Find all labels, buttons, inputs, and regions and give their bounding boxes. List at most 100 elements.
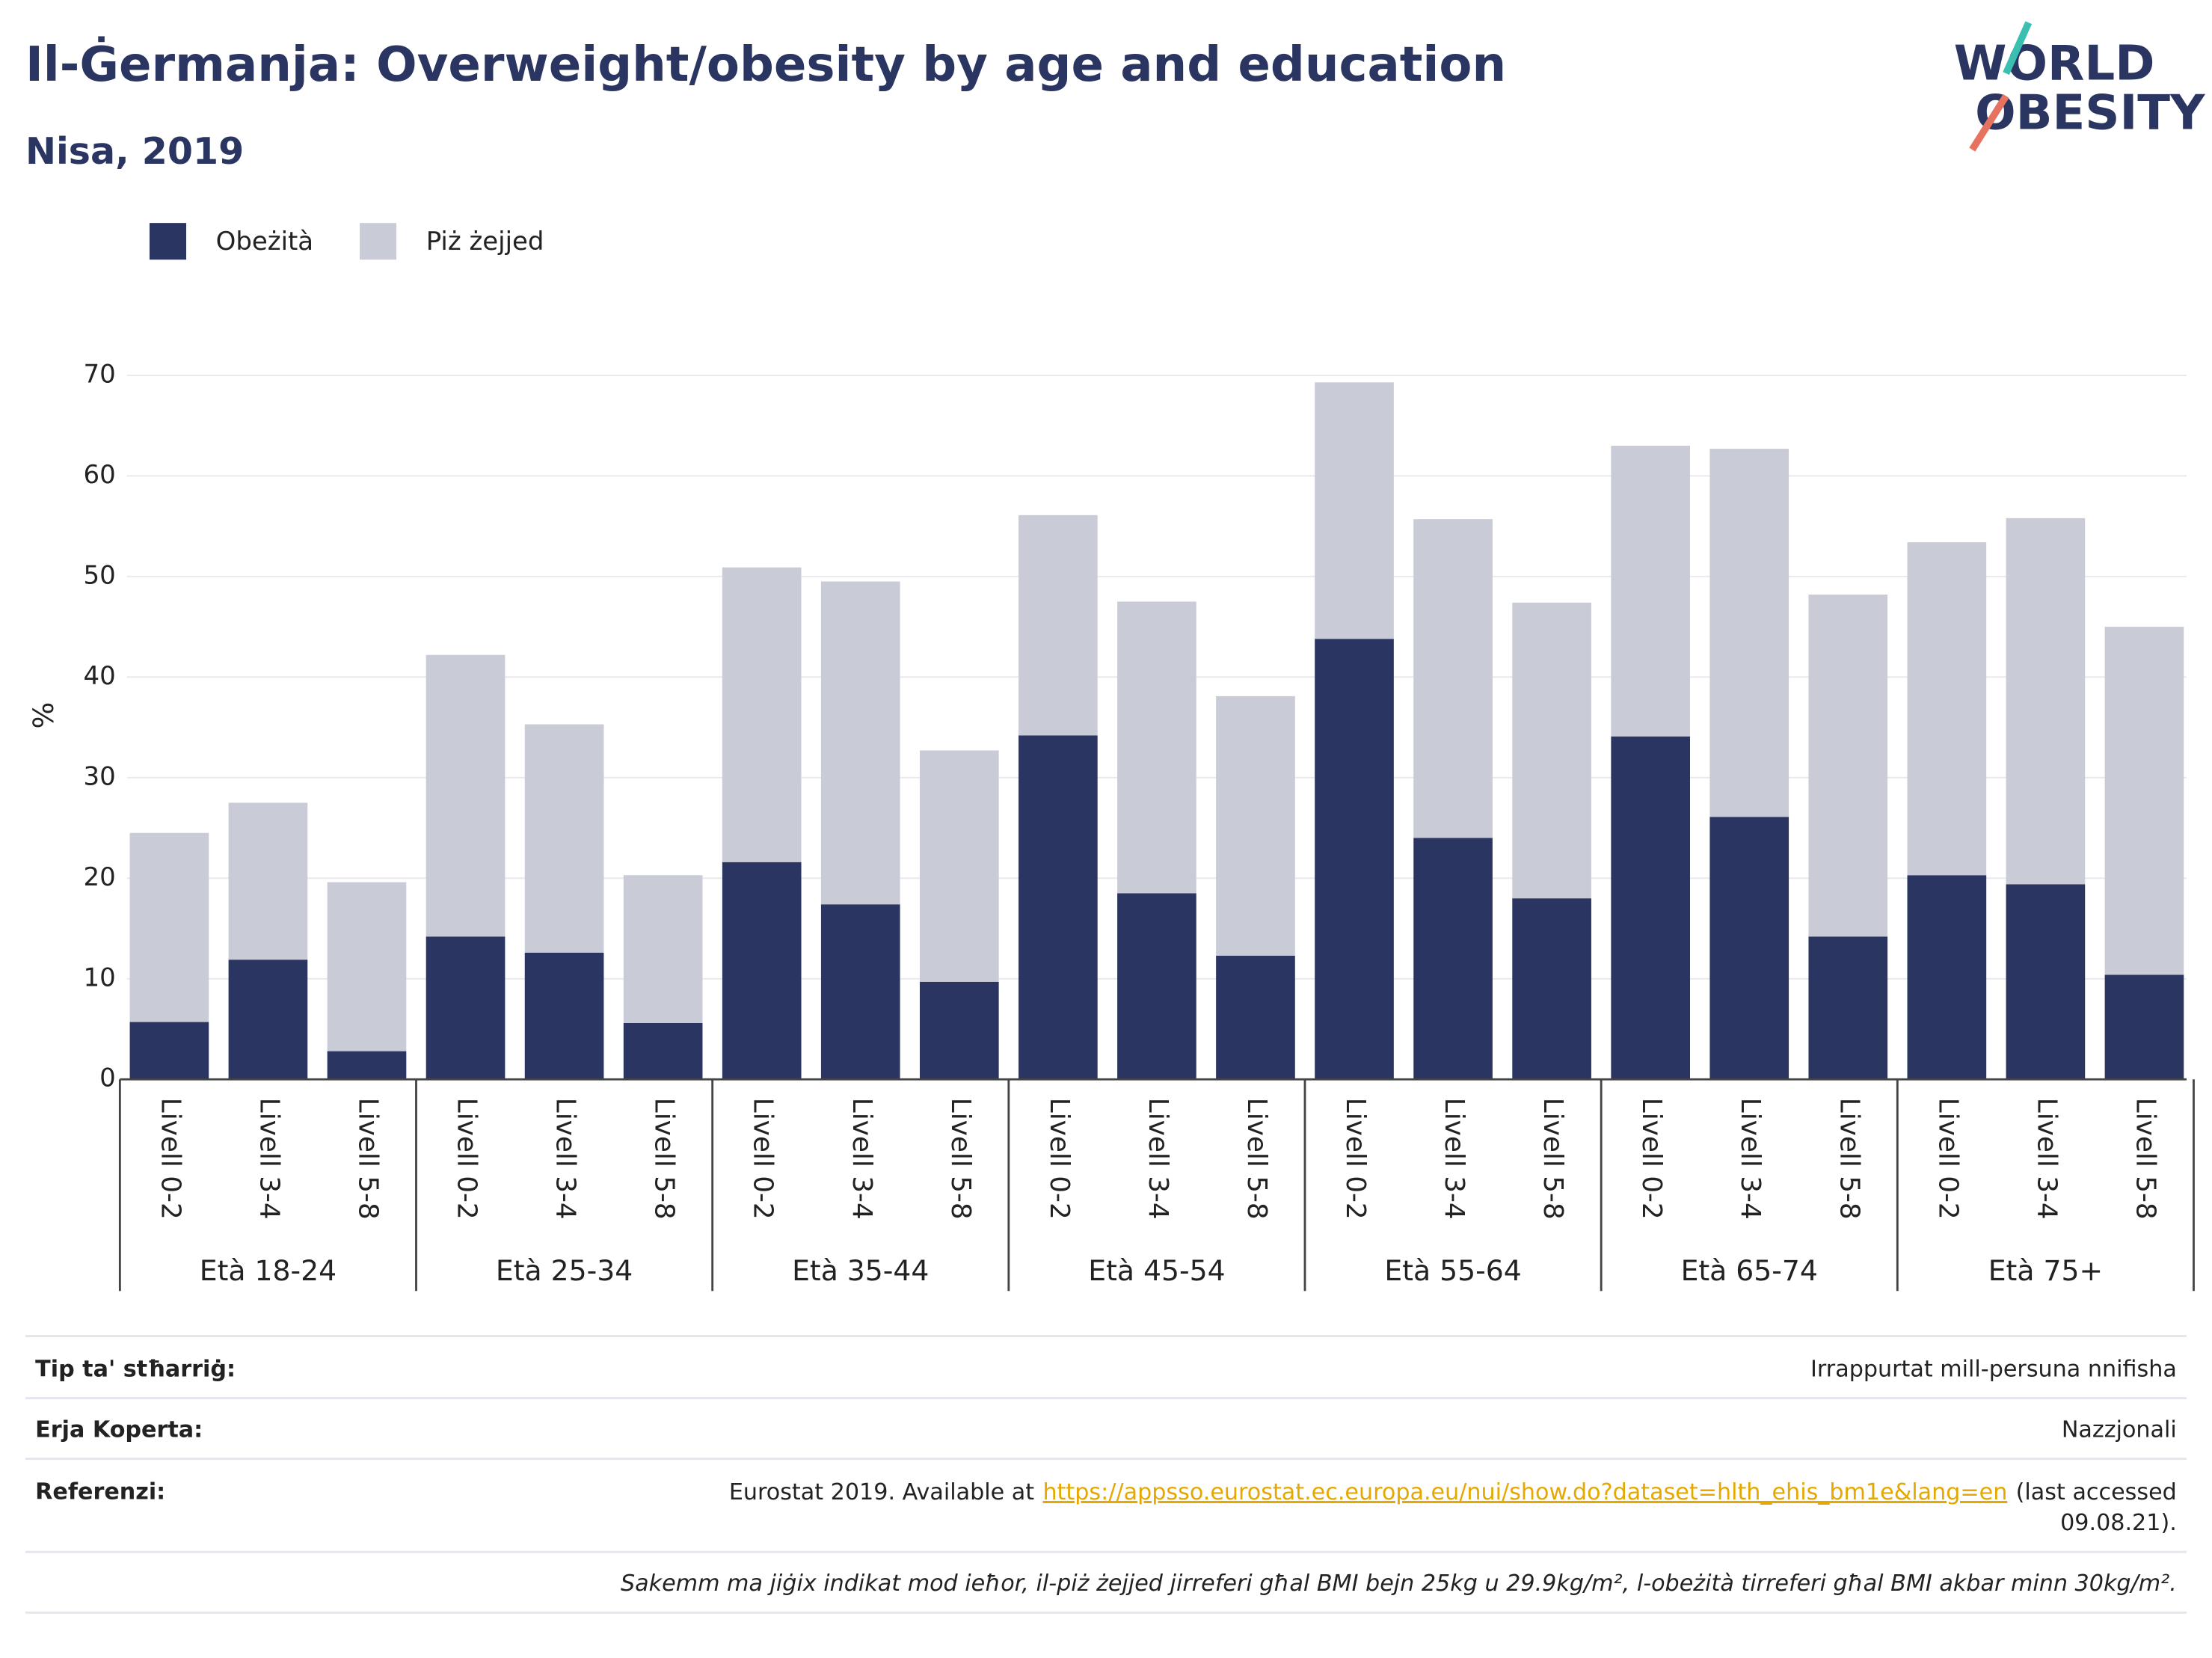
bar-segment bbox=[1413, 519, 1493, 838]
bar-segment bbox=[327, 882, 407, 1051]
x-tick-label: Livell 5-8 bbox=[945, 1098, 976, 1220]
bar-segment bbox=[1709, 449, 1789, 817]
group-label: Età 35-44 bbox=[792, 1254, 929, 1287]
group-label: Età 75+ bbox=[1988, 1254, 2103, 1287]
bar-segment bbox=[129, 832, 209, 1022]
group-label: Età 25-34 bbox=[496, 1254, 633, 1287]
bar-segment bbox=[1019, 515, 1098, 736]
chart-title: Il-Ġermanja: Overweight/obesity by age a… bbox=[25, 36, 1506, 93]
x-tick-label: Livell 5-8 bbox=[649, 1098, 680, 1220]
bar-segment bbox=[1611, 736, 1691, 1080]
footer-reference: Eurostat 2019. Available at https://appss… bbox=[729, 1479, 2177, 1505]
x-tick-label: Livell 3-4 bbox=[1439, 1098, 1469, 1220]
y-tick-label: 40 bbox=[84, 661, 116, 691]
bar-segment bbox=[1808, 936, 1888, 1080]
footer-value: Nazzjonali bbox=[2062, 1416, 2177, 1443]
x-tick-label: Livell 3-4 bbox=[254, 1098, 284, 1220]
logo-slash bbox=[2003, 21, 2033, 76]
reference-link[interactable]: https://appsso.eurostat.ec.europa.eu/nui… bbox=[1042, 1479, 2007, 1505]
x-tick-label: Livell 0-2 bbox=[1340, 1098, 1371, 1220]
bar-segment bbox=[1216, 696, 1295, 956]
footer-value: Irrappurtat mill-persuna nnifisha bbox=[1810, 1356, 2177, 1382]
legend-label: Obeżità bbox=[216, 227, 313, 257]
legend-swatch bbox=[360, 223, 397, 260]
y-tick-label: 50 bbox=[84, 560, 116, 590]
y-tick-label: 70 bbox=[84, 359, 116, 389]
bar-segment bbox=[1216, 955, 1295, 1080]
bar-segment bbox=[1907, 875, 1987, 1080]
bar-segment bbox=[524, 724, 604, 953]
x-tick-label: Livell 5-8 bbox=[1834, 1098, 1864, 1220]
x-tick-label: Livell 5-8 bbox=[1241, 1098, 1272, 1220]
bar-segment bbox=[1611, 446, 1691, 737]
bar-segment bbox=[919, 981, 999, 1080]
x-tick-label: Livell 0-2 bbox=[1932, 1098, 1963, 1220]
bar-segment bbox=[722, 567, 802, 862]
bar-segment bbox=[1117, 601, 1196, 894]
y-tick-label: 10 bbox=[84, 962, 116, 992]
group-label: Età 45-54 bbox=[1088, 1254, 1225, 1287]
x-tick-label: Livell 0-2 bbox=[452, 1098, 482, 1220]
legend-swatch bbox=[149, 223, 187, 260]
group-label: Età 18-24 bbox=[200, 1254, 337, 1287]
bar-segment bbox=[2006, 518, 2086, 885]
bar-segment bbox=[1117, 893, 1196, 1080]
bar-segment bbox=[228, 802, 308, 960]
bar-segment bbox=[2006, 884, 2086, 1080]
footer-label: Referenzi: bbox=[35, 1479, 165, 1505]
group-label: Età 55-64 bbox=[1384, 1254, 1521, 1287]
footer-reference: 09.08.21). bbox=[2060, 1510, 2177, 1536]
x-tick-label: Livell 0-2 bbox=[155, 1098, 185, 1220]
y-tick-label: 30 bbox=[84, 761, 116, 791]
bar-segment bbox=[1315, 639, 1394, 1080]
legend-label: Piż żejjed bbox=[426, 227, 544, 257]
x-tick-label: Livell 3-4 bbox=[1735, 1098, 1766, 1220]
bar-segment bbox=[524, 952, 604, 1080]
logo-line: OBESITY bbox=[1975, 85, 2206, 141]
y-tick-label: 60 bbox=[84, 460, 116, 490]
chart-subtitle: Nisa, 2019 bbox=[25, 129, 244, 173]
group-label: Età 65-74 bbox=[1681, 1254, 1818, 1287]
footer-note: Sakemm ma jiġix indikat mod ieħor, il-pi… bbox=[621, 1571, 2177, 1597]
bar-segment bbox=[1019, 735, 1098, 1080]
x-tick-label: Livell 0-2 bbox=[1044, 1098, 1075, 1220]
y-axis-label: % bbox=[27, 702, 60, 729]
bar-segment bbox=[919, 750, 999, 982]
reference-text: Eurostat 2019. Available at bbox=[729, 1479, 1034, 1505]
x-tick-label: Livell 5-8 bbox=[352, 1098, 383, 1220]
bar-segment bbox=[1315, 382, 1394, 639]
y-tick-label: 20 bbox=[84, 862, 116, 892]
bar-segment bbox=[425, 936, 506, 1080]
x-tick-label: Livell 5-8 bbox=[1537, 1098, 1568, 1220]
bar-segment bbox=[2104, 627, 2184, 975]
bar-segment bbox=[327, 1051, 407, 1080]
x-tick-label: Livell 3-4 bbox=[550, 1098, 581, 1220]
bar-segment bbox=[2104, 974, 2184, 1080]
x-tick-label: Livell 0-2 bbox=[748, 1098, 778, 1220]
y-tick-label: 0 bbox=[99, 1063, 116, 1093]
bar-segment bbox=[820, 904, 900, 1080]
x-tick-label: Livell 3-4 bbox=[2031, 1098, 2062, 1220]
logo-line: WORLD bbox=[1954, 35, 2155, 91]
x-tick-label: Livell 5-8 bbox=[2130, 1098, 2160, 1220]
logo-slash bbox=[1969, 93, 2009, 152]
bar-segment bbox=[1907, 542, 1987, 876]
x-tick-label: Livell 3-4 bbox=[847, 1098, 877, 1220]
x-tick-label: Livell 0-2 bbox=[1636, 1098, 1667, 1220]
bar-segment bbox=[228, 960, 308, 1080]
bar-segment bbox=[1709, 817, 1789, 1080]
bar-segment bbox=[1808, 595, 1888, 937]
reference-text: (last accessed bbox=[2016, 1479, 2177, 1505]
footer-label: Erja Koperta: bbox=[35, 1416, 203, 1443]
x-tick-label: Livell 3-4 bbox=[1143, 1098, 1173, 1220]
bar-segment bbox=[425, 654, 506, 937]
bar-segment bbox=[722, 862, 802, 1080]
bar-segment bbox=[820, 581, 900, 905]
bar-segment bbox=[1512, 898, 1591, 1080]
bar-segment bbox=[129, 1022, 209, 1080]
bar-segment bbox=[1413, 838, 1493, 1080]
footer-label: Tip ta' stħarriġ: bbox=[35, 1356, 236, 1382]
bar-segment bbox=[1512, 602, 1591, 899]
